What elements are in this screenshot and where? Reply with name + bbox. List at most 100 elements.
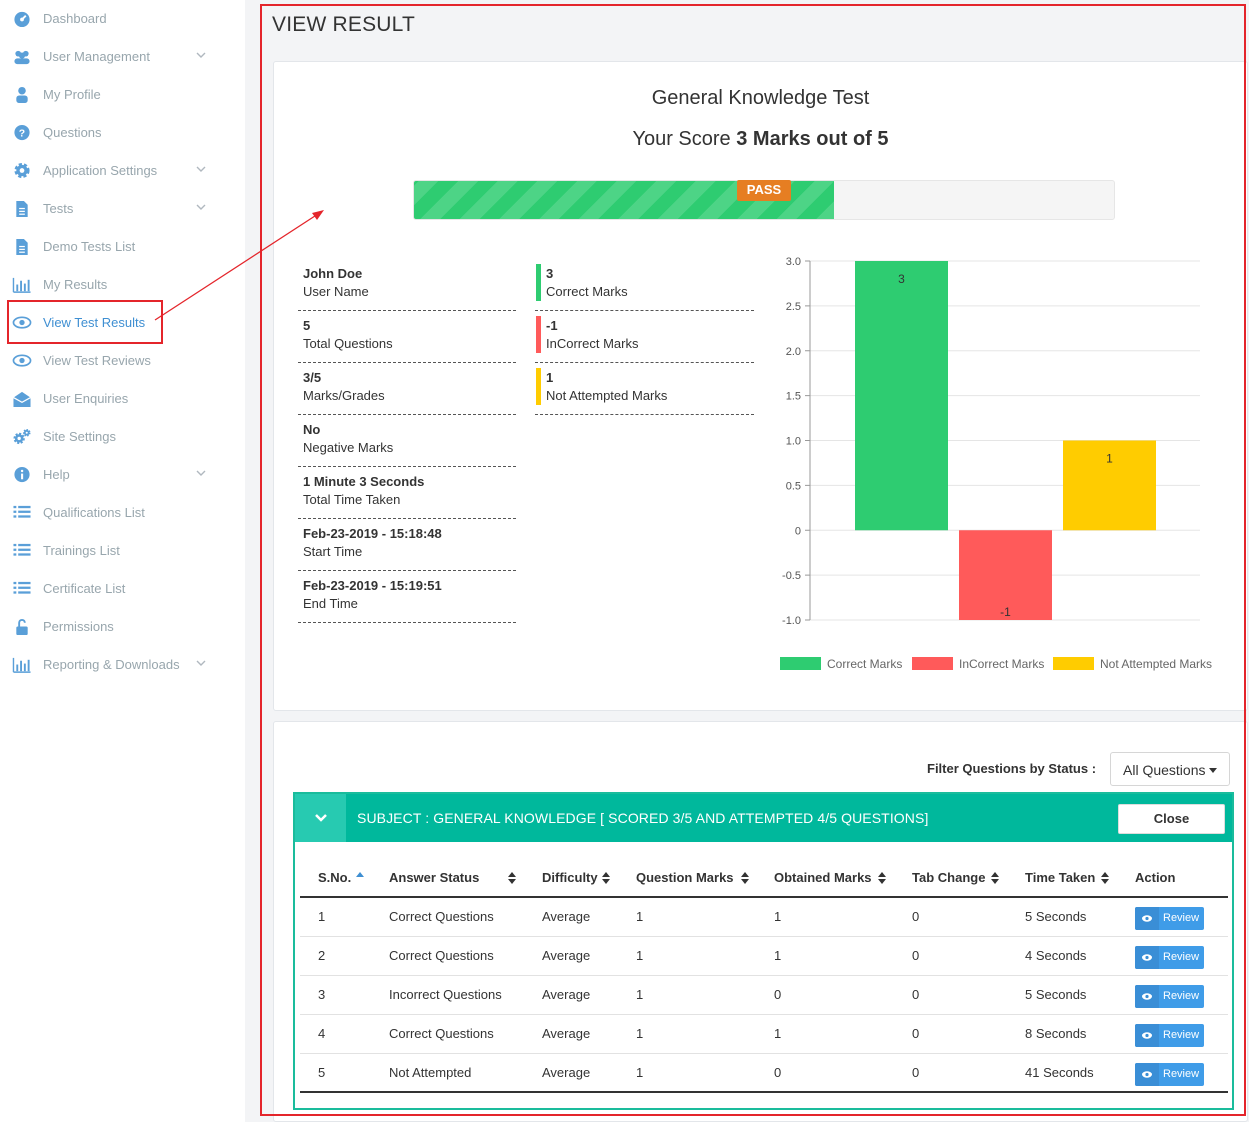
table-cell: 41 Seconds	[1025, 1065, 1094, 1080]
table-cell: 1	[636, 909, 644, 924]
marks-color-bar	[536, 368, 541, 405]
table-cell: Average	[542, 948, 591, 963]
table-cell: 2	[318, 948, 326, 963]
close-button[interactable]: Close	[1118, 804, 1225, 834]
review-button[interactable]: Review	[1135, 1024, 1204, 1047]
table-cell: 1	[774, 948, 782, 963]
info-label: Negative Marks	[303, 440, 394, 455]
table-cell: 3	[318, 987, 326, 1002]
column-header: Action	[1135, 870, 1176, 885]
sidebar-item-label: My Profile	[43, 87, 101, 102]
info-label: Total Time Taken	[303, 492, 401, 507]
sidebar-item-my-profile[interactable]: My Profile	[0, 76, 245, 114]
bar-data-label: -1	[1000, 605, 1011, 619]
result-info-item: Feb-23-2019 - 15:18:48 Start Time	[298, 519, 516, 571]
sidebar-item-dashboard[interactable]: Dashboard	[0, 0, 245, 38]
column-header[interactable]: Difficulty	[542, 870, 598, 885]
sidebar-item-tests[interactable]: Tests	[0, 190, 245, 228]
sidebar-item-label: Help	[43, 467, 70, 482]
sidebar-item-label: View Test Reviews	[43, 353, 151, 368]
info-value: 5	[303, 318, 311, 333]
table-cell: 1	[774, 909, 782, 924]
info-value: 3/5	[303, 370, 322, 385]
sidebar-item-user-enquiries[interactable]: User Enquiries	[0, 380, 245, 418]
subject-header: SUBJECT : GENERAL KNOWLEDGE [ SCORED 3/5…	[295, 794, 1232, 842]
column-header[interactable]: Obtained Marks	[774, 870, 872, 885]
score-line: Your Score 3 Marks out of 5	[273, 128, 1248, 151]
sidebar-item-permissions[interactable]: Permissions	[0, 608, 245, 646]
review-button[interactable]: Review	[1135, 907, 1204, 930]
table-cell: 4 Seconds	[1025, 948, 1087, 963]
column-header[interactable]: Tab Change	[912, 870, 986, 885]
eye-icon	[1135, 985, 1159, 1008]
table-cell: 8 Seconds	[1025, 1026, 1087, 1041]
column-header[interactable]: S.No.	[318, 870, 352, 885]
sidebar-item-help[interactable]: Help	[0, 456, 245, 494]
table-cell: 1	[636, 1026, 644, 1041]
sidebar-item-trainings-list[interactable]: Trainings List	[0, 532, 245, 570]
sidebar: Dashboard User Management My Profile ? Quest…	[0, 0, 245, 1122]
sidebar-item-label: Qualifications List	[43, 505, 145, 520]
column-header[interactable]: Question Marks	[636, 870, 734, 885]
sidebar-item-view-test-reviews[interactable]: View Test Reviews	[0, 342, 245, 380]
user-icon	[16, 86, 28, 104]
table-row: 5 Not Attempted Average 1 0 0 41 Seconds Review	[300, 1054, 1228, 1093]
result-info-item: 3/5 Marks/Grades	[298, 363, 516, 415]
sidebar-item-user-management[interactable]: User Management	[0, 38, 245, 76]
y-tick-label: 0	[795, 525, 801, 537]
chevron-down-icon	[196, 166, 206, 172]
sidebar-item-view-test-results[interactable]: View Test Results	[0, 304, 245, 342]
info-label: Start Time	[303, 544, 363, 559]
status-filter-dropdown[interactable]: All Questions	[1110, 752, 1230, 786]
sidebar-item-my-results[interactable]: My Results	[0, 266, 245, 304]
collapse-button[interactable]	[295, 794, 346, 842]
table-row: 4 Correct Questions Average 1 1 0 8 Seconds Rev…	[300, 1015, 1228, 1054]
sidebar-item-label: Certificate List	[43, 581, 126, 596]
y-tick-label: 1.5	[786, 391, 801, 403]
result-info-item: 5 Total Questions	[298, 311, 516, 363]
caret-down-icon	[1209, 768, 1217, 773]
column-header[interactable]: Answer Status	[389, 870, 480, 885]
table-cell: 1	[636, 1065, 644, 1080]
sidebar-item-label: User Management	[43, 49, 150, 64]
marks-summary-item: 3 Correct Marks	[535, 259, 754, 311]
sidebar-item-application-settings[interactable]: Application Settings	[0, 152, 245, 190]
review-button[interactable]: Review	[1135, 985, 1204, 1008]
sort-icon[interactable]	[508, 872, 516, 884]
sidebar-item-site-settings[interactable]: Site Settings	[0, 418, 245, 456]
sort-icon[interactable]	[991, 872, 999, 884]
review-button[interactable]: Review	[1135, 946, 1204, 969]
y-tick-label: 2.0	[786, 346, 801, 358]
sort-icon[interactable]	[1101, 872, 1109, 884]
legend-label: Not Attempted Marks	[1100, 657, 1212, 671]
marks-color-bar	[536, 316, 541, 353]
questions-card	[273, 721, 1248, 1122]
sidebar-item-reporting-downloads[interactable]: Reporting & Downloads	[0, 646, 245, 684]
info-label: Total Questions	[303, 336, 393, 351]
table-cell: 4	[318, 1026, 326, 1041]
y-tick-label: 3.0	[786, 256, 801, 268]
sidebar-item-demo-tests-list[interactable]: Demo Tests List	[0, 228, 245, 266]
table-cell: 1	[636, 948, 644, 963]
eye-icon	[1135, 946, 1159, 969]
legend-swatch	[780, 657, 821, 670]
sort-icon[interactable]	[741, 872, 749, 884]
sort-icon[interactable]	[878, 872, 886, 884]
sidebar-item-questions[interactable]: ? Questions	[0, 114, 245, 152]
result-info-item: John Doe User Name	[298, 259, 516, 311]
review-button[interactable]: Review	[1135, 1063, 1204, 1086]
table-cell: Average	[542, 1026, 591, 1041]
legend-label: Correct Marks	[827, 657, 902, 671]
chevron-down-icon	[196, 470, 206, 476]
eye-icon	[1135, 1063, 1159, 1086]
y-tick-label: 2.5	[786, 301, 801, 313]
chevron-down-icon	[196, 660, 206, 666]
sort-asc-icon[interactable]	[356, 871, 364, 883]
table-cell: 1	[636, 987, 644, 1002]
column-header[interactable]: Time Taken	[1025, 870, 1096, 885]
y-tick-label: -0.5	[782, 570, 801, 582]
sidebar-item-qualifications-list[interactable]: Qualifications List	[0, 494, 245, 532]
table-cell: 5	[318, 1065, 326, 1080]
sort-icon[interactable]	[602, 872, 610, 884]
sidebar-item-certificate-list[interactable]: Certificate List	[0, 570, 245, 608]
